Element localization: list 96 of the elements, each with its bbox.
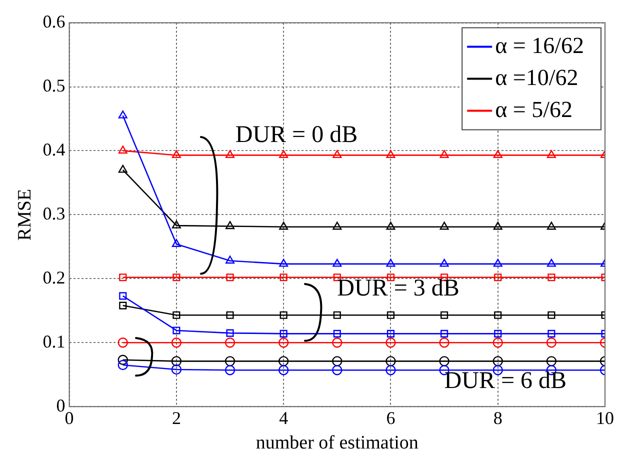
point xyxy=(332,222,342,230)
y-tick-label: 0.3 xyxy=(42,203,66,224)
y-tick-label: 0 xyxy=(56,395,66,416)
point xyxy=(493,222,502,230)
point xyxy=(386,338,396,348)
y-tick-label: 0.1 xyxy=(42,331,66,352)
point xyxy=(386,356,396,366)
point xyxy=(226,256,235,264)
point xyxy=(172,274,180,282)
x-tick-label: 10 xyxy=(596,408,614,428)
point xyxy=(493,150,502,158)
point xyxy=(546,150,556,158)
point xyxy=(332,258,342,267)
point xyxy=(226,329,234,337)
legend-label: α =10/62 xyxy=(495,64,578,90)
point xyxy=(546,338,557,348)
point xyxy=(119,302,127,310)
point xyxy=(118,146,128,154)
point xyxy=(440,150,449,158)
point xyxy=(386,274,394,282)
point xyxy=(172,311,180,319)
point xyxy=(386,258,396,267)
point xyxy=(172,326,180,334)
point xyxy=(279,258,288,267)
point xyxy=(493,258,502,267)
point xyxy=(492,356,503,366)
point xyxy=(494,274,502,282)
point xyxy=(172,150,181,158)
point xyxy=(440,222,449,230)
point xyxy=(119,274,127,282)
point xyxy=(224,338,236,348)
y-tick-label: 0.2 xyxy=(42,267,66,288)
point xyxy=(439,356,450,366)
x-tick-label: 6 xyxy=(386,408,396,428)
point xyxy=(546,258,556,267)
point xyxy=(118,164,128,173)
point xyxy=(280,274,288,282)
point xyxy=(118,360,128,370)
point xyxy=(386,330,394,338)
point xyxy=(172,220,181,228)
y-axis-title: RMSE xyxy=(14,188,36,241)
point xyxy=(224,356,236,366)
legend-label: α = 5/62 xyxy=(495,96,573,122)
point xyxy=(332,356,342,366)
point xyxy=(494,330,502,338)
annotation: DUR = 3 dB xyxy=(337,275,460,302)
point xyxy=(279,222,288,230)
legend-label: α = 16/62 xyxy=(495,32,584,58)
point xyxy=(440,330,448,338)
point xyxy=(548,330,556,338)
y-tick-label: 0.5 xyxy=(42,76,66,96)
point xyxy=(171,356,182,366)
point xyxy=(332,365,342,376)
point xyxy=(386,222,396,230)
x-tick-label: 2 xyxy=(172,408,181,428)
point xyxy=(440,258,449,267)
point xyxy=(280,311,288,319)
point xyxy=(118,110,128,118)
y-tick-label: 0.4 xyxy=(42,139,66,160)
point xyxy=(332,150,342,158)
point xyxy=(386,365,396,376)
point xyxy=(172,239,181,247)
x-axis-title: number of estimation xyxy=(256,432,419,454)
point xyxy=(548,311,556,319)
x-tick-label: 8 xyxy=(493,408,502,428)
point xyxy=(333,330,341,338)
point xyxy=(386,150,396,158)
point xyxy=(119,292,127,300)
point xyxy=(226,150,235,158)
point xyxy=(332,338,342,348)
x-tick-label: 4 xyxy=(279,408,288,428)
point xyxy=(226,274,234,282)
point xyxy=(226,311,234,319)
point xyxy=(171,364,182,375)
point xyxy=(494,311,502,319)
point xyxy=(439,338,450,348)
point xyxy=(278,338,289,348)
annotation: DUR = 6 dB xyxy=(444,368,567,394)
point xyxy=(280,330,288,338)
point xyxy=(278,356,289,366)
point xyxy=(226,221,235,230)
annotation: DUR = 0 dB xyxy=(235,122,358,148)
point xyxy=(386,311,394,319)
point xyxy=(224,365,236,376)
point xyxy=(118,338,128,348)
point xyxy=(118,354,128,366)
y-tick-label: 0.6 xyxy=(42,12,66,32)
point xyxy=(548,274,556,282)
point xyxy=(492,338,503,348)
point xyxy=(279,150,288,158)
point xyxy=(278,365,289,376)
point xyxy=(546,222,556,230)
point xyxy=(171,338,182,348)
point xyxy=(333,311,341,319)
point xyxy=(546,356,557,366)
point xyxy=(440,311,448,319)
